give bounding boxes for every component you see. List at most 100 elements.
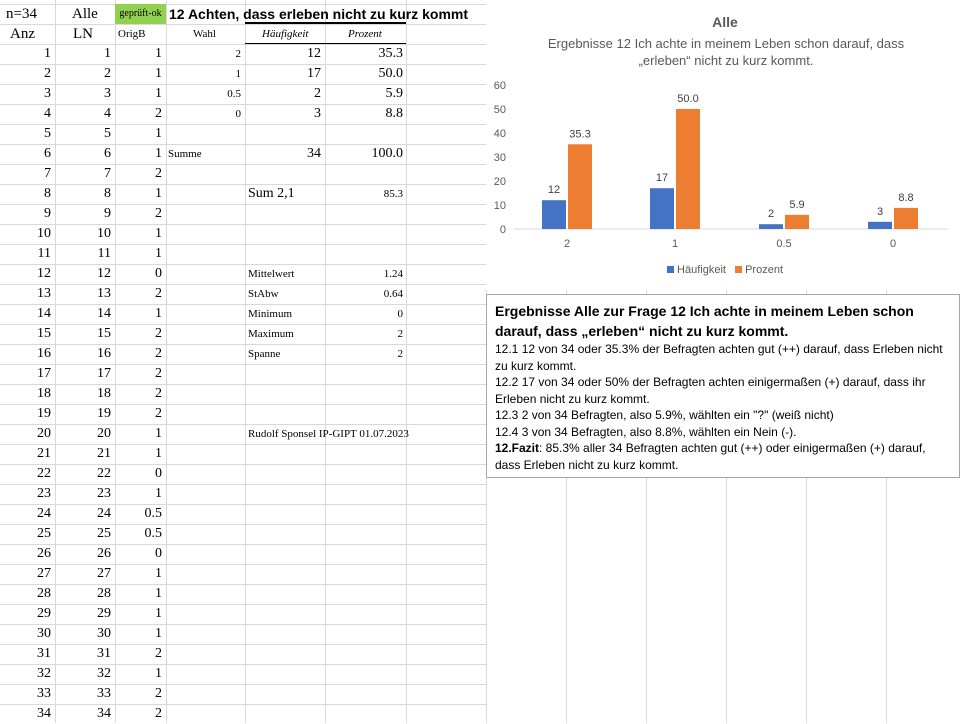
ln-cell[interactable]: 8 — [104, 186, 111, 201]
origb-cell[interactable]: 2 — [155, 346, 162, 361]
anz-cell[interactable]: 28 — [37, 586, 51, 601]
summe-prozent[interactable]: 100.0 — [371, 146, 404, 161]
anz-cell[interactable]: 24 — [37, 506, 51, 521]
origb-cell[interactable]: 0 — [155, 546, 162, 561]
stat-label[interactable]: Maximum — [248, 328, 294, 340]
origb-cell[interactable]: 1 — [155, 586, 162, 601]
bar-chart[interactable]: Alle Ergebnisse 12 Ich achte in meinem L… — [486, 0, 964, 290]
bar-haeufigkeit[interactable] — [759, 224, 783, 229]
bar-haeufigkeit[interactable] — [542, 200, 566, 229]
origb-header[interactable]: OrigB — [118, 28, 146, 40]
bar-haeufigkeit[interactable] — [650, 188, 674, 229]
anz-cell[interactable]: 16 — [37, 346, 51, 361]
ln-cell[interactable]: 24 — [97, 506, 111, 521]
origb-cell[interactable]: 2 — [155, 286, 162, 301]
origb-cell[interactable]: 1 — [155, 426, 162, 441]
ln-cell[interactable]: 21 — [97, 446, 111, 461]
anz-cell[interactable]: 6 — [44, 146, 51, 161]
anz-cell[interactable]: 8 — [44, 186, 51, 201]
bar-prozent[interactable] — [785, 214, 809, 229]
ln-cell[interactable]: 33 — [97, 686, 111, 701]
bar-prozent[interactable] — [568, 144, 592, 229]
stat-value[interactable]: 2 — [397, 328, 404, 340]
ln-cell[interactable]: 28 — [97, 586, 111, 601]
ln-cell[interactable]: 23 — [97, 486, 111, 501]
origb-cell[interactable]: 2 — [155, 386, 162, 401]
origb-cell[interactable]: 2 — [155, 366, 162, 381]
bar-haeufigkeit[interactable] — [868, 221, 892, 229]
origb-cell[interactable]: 1 — [155, 86, 162, 101]
ln-cell[interactable]: 3 — [104, 86, 111, 101]
prozent-cell[interactable]: 50.0 — [378, 66, 404, 81]
origb-cell[interactable]: 0.5 — [144, 526, 163, 541]
origb-cell[interactable]: 2 — [155, 706, 162, 721]
sum21-label[interactable]: Sum 2,1 — [248, 186, 295, 201]
anz-cell[interactable]: 32 — [37, 666, 51, 681]
ln-cell[interactable]: 15 — [97, 326, 111, 341]
prozent-cell[interactable]: 5.9 — [385, 86, 404, 101]
origb-cell[interactable]: 1 — [155, 306, 162, 321]
anz-cell[interactable]: 34 — [37, 706, 51, 721]
status-cell[interactable]: geprüft-ok — [115, 4, 166, 24]
origb-cell[interactable]: 2 — [155, 646, 162, 661]
anz-cell[interactable]: 10 — [37, 226, 51, 241]
anz-cell[interactable]: 18 — [37, 386, 51, 401]
anz-cell[interactable]: 4 — [44, 106, 51, 121]
ln-cell[interactable]: 12 — [97, 266, 111, 281]
ln-cell[interactable]: 10 — [97, 226, 111, 241]
anz-cell[interactable]: 5 — [44, 126, 51, 141]
ln-cell[interactable]: 13 — [97, 286, 111, 301]
origb-cell[interactable]: 2 — [155, 206, 162, 221]
stat-value[interactable]: 1.24 — [383, 268, 403, 280]
stat-label[interactable]: Mittelwert — [248, 268, 295, 280]
origb-cell[interactable]: 2 — [155, 106, 162, 121]
origb-cell[interactable]: 1 — [155, 666, 162, 681]
origb-cell[interactable]: 1 — [155, 486, 162, 501]
origb-cell[interactable]: 1 — [155, 446, 162, 461]
group-cell[interactable]: Alle — [72, 6, 98, 22]
anz-cell[interactable]: 21 — [37, 446, 51, 461]
anz-header[interactable]: Anz — [10, 26, 35, 42]
anz-cell[interactable]: 14 — [37, 306, 51, 321]
origb-cell[interactable]: 0.5 — [144, 506, 163, 521]
origb-cell[interactable]: 1 — [155, 66, 162, 81]
ln-cell[interactable]: 7 — [104, 166, 111, 181]
ln-cell[interactable]: 30 — [97, 626, 111, 641]
ln-cell[interactable]: 2 — [104, 66, 111, 81]
anz-cell[interactable]: 12 — [37, 266, 51, 281]
anz-cell[interactable]: 31 — [37, 646, 51, 661]
ln-cell[interactable]: 26 — [97, 546, 111, 561]
anz-cell[interactable]: 11 — [37, 246, 51, 261]
anz-cell[interactable]: 17 — [37, 366, 51, 381]
anz-cell[interactable]: 1 — [44, 46, 51, 61]
prozent-header[interactable]: Prozent — [348, 28, 382, 40]
stat-value[interactable]: 2 — [397, 348, 404, 360]
anz-cell[interactable]: 22 — [37, 466, 51, 481]
origb-cell[interactable]: 1 — [155, 186, 162, 201]
ln-cell[interactable]: 4 — [104, 106, 111, 121]
anz-cell[interactable]: 30 — [37, 626, 51, 641]
sum21-value[interactable]: 85.3 — [383, 188, 403, 200]
n-cell[interactable]: n=34 — [6, 6, 37, 22]
title-cell[interactable]: 12 Achten, dass erleben nicht zu kurz ko… — [169, 6, 469, 22]
author-cell[interactable]: Rudolf Sponsel IP-GIPT 01.07.2023 — [248, 428, 409, 440]
ln-cell[interactable]: 6 — [104, 146, 111, 161]
origb-cell[interactable]: 1 — [155, 606, 162, 621]
origb-cell[interactable]: 2 — [155, 166, 162, 181]
ln-cell[interactable]: 1 — [104, 46, 111, 61]
anz-cell[interactable]: 29 — [37, 606, 51, 621]
ln-cell[interactable]: 31 — [97, 646, 111, 661]
ln-cell[interactable]: 22 — [97, 466, 111, 481]
origb-cell[interactable]: 2 — [155, 686, 162, 701]
origb-cell[interactable]: 1 — [155, 146, 162, 161]
ln-cell[interactable]: 11 — [97, 246, 111, 261]
summe-haeufigkeit[interactable]: 34 — [307, 146, 321, 161]
anz-cell[interactable]: 19 — [37, 406, 51, 421]
origb-cell[interactable]: 2 — [155, 326, 162, 341]
ln-cell[interactable]: 18 — [97, 386, 111, 401]
anz-cell[interactable]: 20 — [37, 426, 51, 441]
ln-cell[interactable]: 32 — [97, 666, 111, 681]
ln-cell[interactable]: 20 — [97, 426, 111, 441]
ln-cell[interactable]: 34 — [97, 706, 111, 721]
origb-cell[interactable]: 1 — [155, 246, 162, 261]
